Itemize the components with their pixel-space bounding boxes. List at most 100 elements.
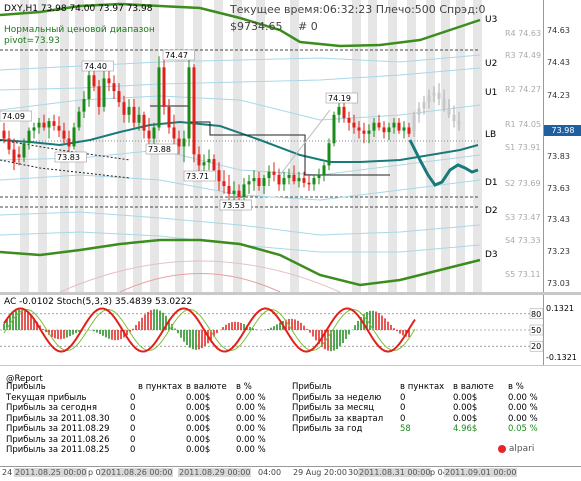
price-label: 74.40 <box>84 62 107 71</box>
time-tab: 2011.09.01 00:00 <box>444 468 518 477</box>
candle-body <box>152 127 156 139</box>
pivot-r4: R4 74.63 <box>505 29 542 38</box>
pivot-s5: S5 73.11 <box>505 270 541 279</box>
candle-body <box>387 127 391 133</box>
stoch-axis-box <box>529 340 543 352</box>
session-stripe <box>38 0 47 292</box>
price-tick: 73.03 <box>547 279 570 288</box>
candle-body <box>222 181 226 186</box>
candle-body <box>272 171 276 175</box>
session-stripe <box>133 0 142 292</box>
candle-body <box>77 111 81 128</box>
report-pct: 0.00 % <box>236 445 266 455</box>
panel-splitter[interactable] <box>0 292 581 295</box>
candle-body <box>137 114 141 123</box>
session-stripe <box>368 0 377 292</box>
candle-body <box>227 185 231 194</box>
report-points: 0 <box>130 445 136 455</box>
candle-body <box>257 178 261 186</box>
candle-body <box>382 127 386 133</box>
candle-body <box>232 190 236 194</box>
candle-body <box>42 122 46 128</box>
report-label: Прибыль за 2011.08.29 <box>6 424 110 434</box>
time-tab: 2011.08.29 00:00 <box>178 468 252 477</box>
trend-line <box>0 159 131 179</box>
price-axis[interactable]: 74.63 74.43 74.23 73.98 73.83 73.63 73.4… <box>543 0 581 292</box>
stoch-axis-label: 20 <box>531 342 541 351</box>
time-label: p 04 <box>88 468 106 477</box>
candle-body <box>252 178 256 182</box>
candle-body <box>22 143 26 158</box>
time-axis[interactable]: 24 2011.08.25 00:00 p 04 2011.08.26 00:0… <box>0 466 581 481</box>
candle-body <box>52 121 56 126</box>
report-money: 0.00$ <box>186 392 211 403</box>
report-points: 0 <box>400 403 406 413</box>
price-label: 74.19 <box>328 94 351 103</box>
price-chart[interactable]: 73.83 74.09 74.40 74.47 73.88 73.71 73.53 74.19… <box>0 0 543 292</box>
candle-body <box>347 117 351 123</box>
candle-body <box>357 127 361 131</box>
candle-body <box>307 182 311 185</box>
projection-body <box>412 114 416 131</box>
candle-body <box>7 138 11 150</box>
price-label-box <box>81 60 114 72</box>
candle-body <box>47 121 51 128</box>
candle-body <box>187 67 191 139</box>
projection-body <box>447 108 451 115</box>
level-u2: U2 <box>485 59 498 69</box>
candle-body <box>397 122 401 131</box>
report-pct: 0.00 % <box>508 392 538 403</box>
time-label: 24 <box>2 468 13 477</box>
candle-body <box>292 174 296 182</box>
candle-body <box>37 122 41 128</box>
price-tick: 73.83 <box>547 152 570 161</box>
candle-body <box>367 130 371 134</box>
panel-splitter[interactable] <box>0 365 581 366</box>
projection-body <box>417 108 421 115</box>
candle-body <box>402 127 406 131</box>
report-money: 0.00$ <box>186 445 211 455</box>
time-label: 29 Aug 20:00 <box>293 468 347 477</box>
server-time: Текущее время:06:32:23 <box>230 3 373 16</box>
time-label: 30 <box>348 468 359 477</box>
candle-body <box>312 178 316 185</box>
candle-body <box>362 130 366 134</box>
report-title: @Report <box>6 374 43 384</box>
stoch-axis-label: 50 <box>531 326 541 335</box>
oscillator-panel[interactable]: 80 50 20 AC -0.0102 Stoch(5,3,3) 35.4839 5… <box>0 295 543 365</box>
report-pct: 0.00 % <box>508 403 538 413</box>
report-pct: 0.00 % <box>236 403 266 413</box>
cycle-arc <box>59 260 341 292</box>
account-info: $9734.65 # 0 <box>230 20 318 33</box>
projection-body <box>432 92 436 96</box>
report-points: 0 <box>130 403 136 413</box>
oscillator-canvas[interactable]: 80 50 20 <box>0 295 543 365</box>
candle-body <box>342 106 346 118</box>
candle-body <box>352 122 356 128</box>
projection-body <box>437 92 441 99</box>
pivot-r3: R3 74.49 <box>505 51 542 60</box>
server-info: Текущее время:06:32:23 Плечо:500 Спрэд:0 <box>230 3 486 16</box>
session-stripe <box>441 0 450 292</box>
price-label-box <box>219 199 252 211</box>
col-header: в валюте <box>453 382 494 392</box>
candle-body <box>12 149 16 163</box>
price-label: 73.53 <box>222 201 245 210</box>
oscillator-axis[interactable]: 0.1321 -0.1321 <box>543 295 581 365</box>
open-positions: # 0 <box>298 20 318 33</box>
report-money: 0.00$ <box>453 413 478 424</box>
channel-line <box>0 67 481 91</box>
session-stripe <box>290 0 299 292</box>
report-label: Прибыль за 2011.08.26 <box>6 434 110 445</box>
candle-body <box>202 162 206 166</box>
candle-body <box>82 98 86 112</box>
price-chart-canvas[interactable]: 73.83 74.09 74.40 74.47 73.88 73.71 73.53 74.19 <box>0 0 543 292</box>
candle-body <box>122 102 126 115</box>
level-lb: LB <box>485 130 497 140</box>
price-tick: 74.23 <box>547 91 570 100</box>
session-stripe <box>214 0 223 292</box>
report-label: Прибыль за сегодня <box>6 403 97 413</box>
candle-body <box>147 130 151 139</box>
report-label: Прибыль <box>6 382 46 392</box>
chart-symbol: DXY,H1 <box>4 4 38 14</box>
